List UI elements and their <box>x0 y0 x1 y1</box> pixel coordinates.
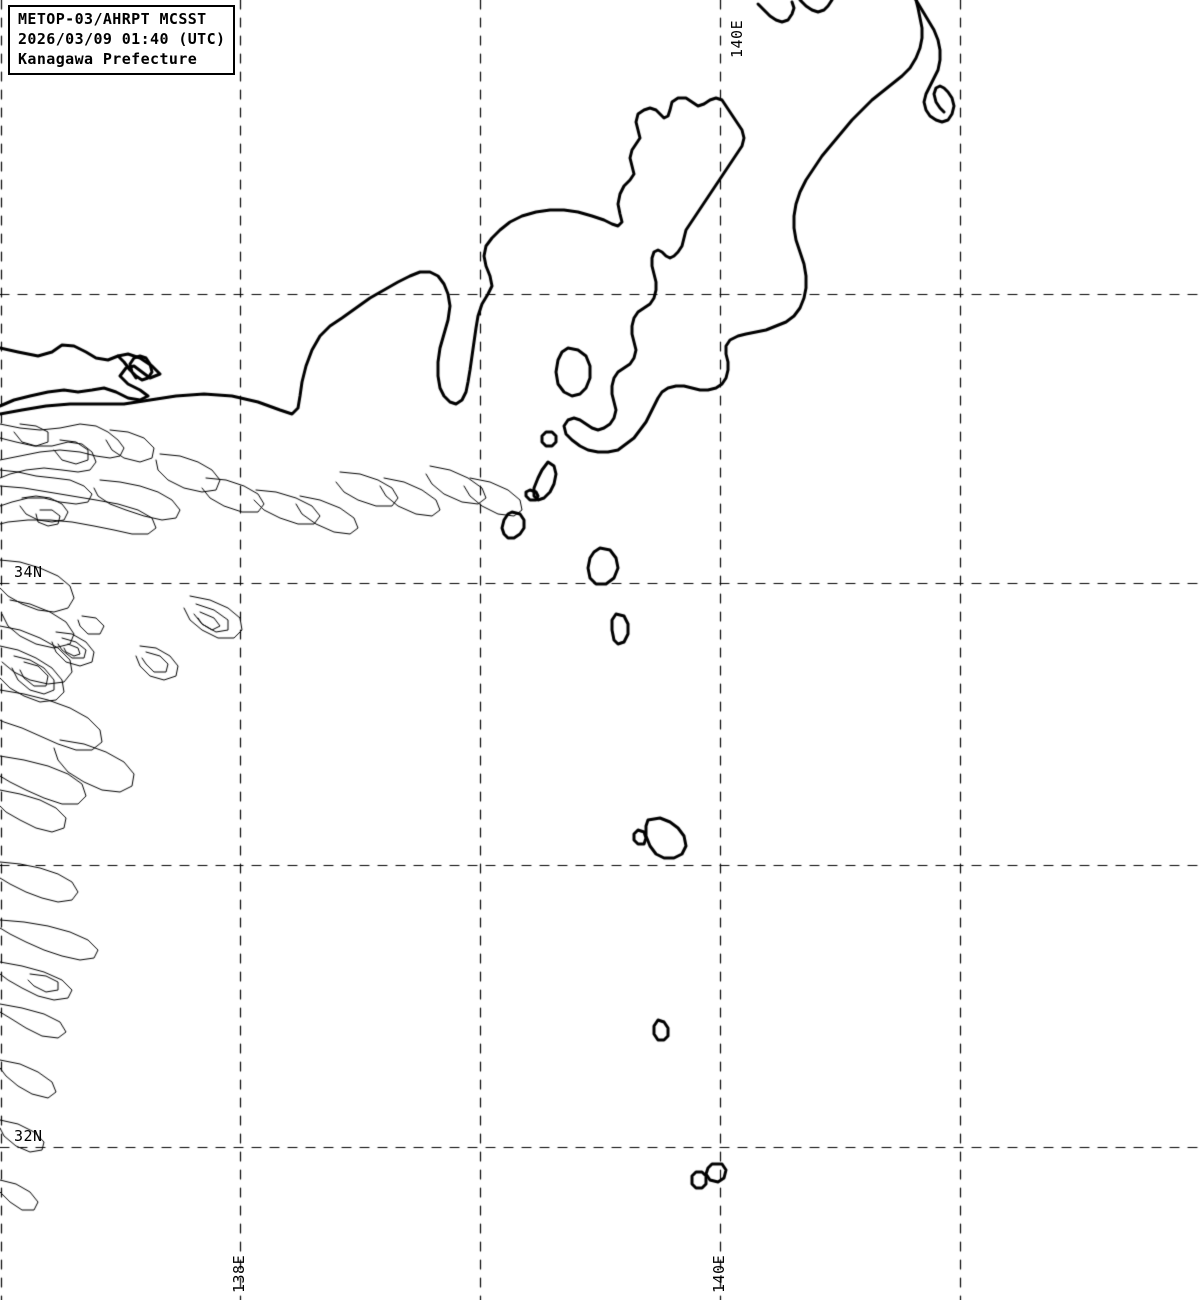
lon-label-140e-top: 140E <box>728 19 746 58</box>
product-title-line: METOP-03/AHRPT MCSST <box>18 10 207 28</box>
lon-label-140e-bottom: 140E <box>710 1254 728 1293</box>
lat-label-34n: 34N <box>14 563 43 581</box>
region-name-line: Kanagawa Prefecture <box>18 49 198 68</box>
product-info-box: METOP-03/AHRPT MCSST 2026/03/09 01:40 (U… <box>8 5 236 76</box>
lat-label-32n: 32N <box>14 1127 43 1145</box>
observation-timestamp-line: 2026/03/09 01:40 (UTC) <box>18 29 226 48</box>
lon-label-138e-bottom: 138E <box>230 1254 248 1293</box>
